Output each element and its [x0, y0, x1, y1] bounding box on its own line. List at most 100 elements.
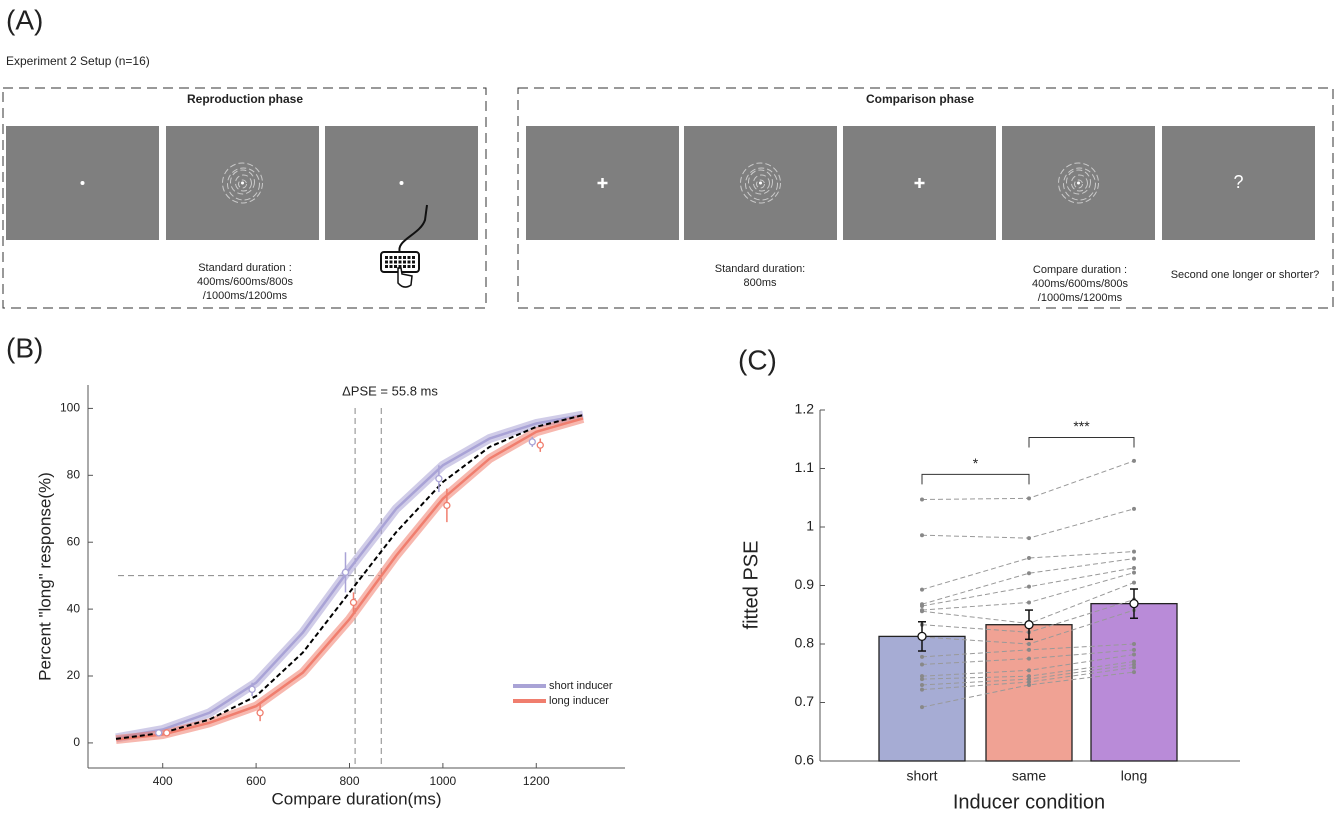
y-tick-label: 1.2 [795, 401, 815, 417]
significance-bracket [1028, 436, 1135, 448]
data-point [528, 438, 536, 446]
subject-point [1132, 506, 1136, 511]
stimulus-ring [748, 169, 773, 195]
x-tick-label: same [1012, 768, 1046, 784]
subject-point [1132, 642, 1136, 646]
keyboard-key [389, 256, 393, 259]
keyboard-key [407, 265, 411, 268]
x-tick-label: short [906, 768, 937, 784]
keyboard-key [403, 260, 406, 264]
legend-label: long inducer [549, 695, 609, 707]
mean-point [917, 631, 927, 642]
x-tick-label: 1000 [430, 774, 457, 788]
subject-point [1132, 549, 1136, 554]
data-point [248, 685, 256, 694]
fit-curve [115, 413, 584, 740]
y-tick-label: 0 [73, 735, 80, 749]
duration-caption: /1000ms/1200ms [203, 290, 288, 302]
subject-point [1132, 565, 1136, 570]
legend-label: short inducer [549, 680, 613, 692]
data-point [163, 729, 171, 737]
subject-point [1132, 652, 1136, 657]
keyboard-key [394, 260, 397, 264]
panel-label: (A) [6, 4, 43, 35]
keyboard-key [394, 265, 397, 268]
stimulus-ring [1066, 169, 1091, 195]
y-tick-label: 80 [67, 467, 81, 481]
subject-point [920, 497, 924, 502]
stimulus-screen [1162, 126, 1315, 240]
hand-icon [397, 267, 413, 288]
question-mark: ? [1233, 172, 1243, 192]
mean-point [1024, 620, 1034, 630]
subject-point [1132, 665, 1136, 670]
subject-point [1027, 556, 1031, 561]
duration-caption: 400ms/600ms/800s [197, 276, 293, 288]
stimulus-ring [756, 179, 765, 189]
question-caption: Second one longer or shorter? [1171, 269, 1320, 281]
subject-point [920, 705, 924, 710]
subject-point [1027, 680, 1031, 685]
keyboard-key [394, 256, 397, 259]
keyboard-key [385, 260, 388, 264]
fixation-dot [399, 181, 404, 185]
subject-point [1132, 556, 1136, 561]
panel-label: (C) [738, 344, 777, 375]
keyboard-key [412, 265, 415, 268]
x-axis-label: Compare duration(ms) [271, 789, 441, 808]
stimulus-ring [222, 162, 263, 204]
pse-annotation: ΔPSE = 55.8 ms [342, 383, 438, 398]
bar [985, 624, 1073, 762]
duration-caption: /1000ms/1200ms [1038, 292, 1123, 304]
subject-point [1027, 674, 1031, 679]
stimulus-center [241, 181, 244, 185]
stimulus-ring [1071, 174, 1088, 192]
keyboard-key [385, 265, 388, 268]
subject-point [920, 654, 924, 659]
subject-point [1132, 670, 1136, 675]
data-point [536, 441, 544, 449]
keyboard-key [398, 256, 402, 259]
fit-band [115, 414, 585, 745]
fixation-dot [80, 181, 85, 185]
fit-band [115, 410, 584, 743]
phase-box [517, 87, 1334, 309]
duration-caption: 800ms [743, 277, 777, 289]
subject-point [1027, 496, 1031, 501]
duration-caption: Standard duration : [198, 262, 292, 274]
duration-caption: 400ms/600ms/800s [1032, 278, 1128, 290]
stimulus-ring [745, 167, 778, 201]
subject-point [1027, 647, 1031, 652]
x-axis-label: Inducer condition [953, 791, 1105, 813]
y-axis-label: fitted PSE [740, 541, 762, 630]
y-tick-label: 1 [806, 518, 814, 534]
y-tick-label: 40 [67, 601, 81, 615]
stimulus-center [759, 181, 762, 185]
subject-point [1027, 656, 1031, 661]
subject-point [920, 587, 924, 592]
keyboard-key [398, 265, 402, 268]
subject-line [921, 460, 1135, 501]
stimulus-ring [753, 174, 770, 192]
subject-point [1027, 682, 1031, 687]
phase-title: Reproduction phase [187, 92, 303, 106]
stimulus-center [1077, 181, 1080, 185]
duration-caption: Standard duration: [715, 263, 806, 275]
keyboard-key [407, 256, 411, 259]
bar [1090, 602, 1178, 762]
subject-point [1027, 584, 1031, 589]
phase-title: Comparison phase [866, 92, 974, 106]
keyboard-key [398, 260, 402, 264]
y-tick-label: 100 [60, 401, 80, 415]
subject-line [921, 558, 1135, 605]
data-point [435, 475, 443, 483]
y-tick-label: 0.7 [795, 693, 815, 709]
subject-point [1132, 659, 1136, 664]
subject-line [921, 671, 1135, 708]
keyboard-key [403, 265, 406, 268]
panel-a [2, 87, 1334, 309]
subject-point [920, 662, 924, 667]
keyboard-key [412, 260, 415, 264]
subject-line [921, 508, 1135, 539]
